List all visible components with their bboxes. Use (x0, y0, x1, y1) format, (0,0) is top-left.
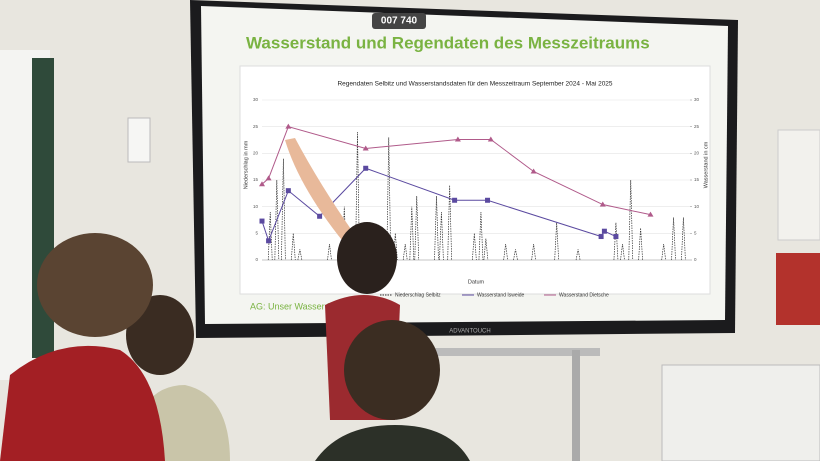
level-point (599, 201, 606, 207)
level-point (266, 238, 272, 244)
chart-title: Regendaten Selbitz und Wasserstandsdaten… (337, 81, 612, 88)
rain-spike (638, 227, 643, 261)
level-point (454, 136, 461, 142)
girl-hair (337, 222, 397, 294)
x-label: Datum (468, 279, 485, 285)
rain-spike (290, 233, 296, 261)
rain-spike (513, 249, 518, 261)
y2-tick-label: 30 (694, 97, 700, 102)
level-point (598, 234, 604, 240)
rain-spike (472, 233, 477, 261)
chart: 0 5 10 15 20 25 30 0 5 10 15 20 25 30 Niederschlag Sel… (253, 97, 700, 298)
sink (661, 364, 820, 461)
rain-spike (620, 243, 625, 261)
level-point (485, 197, 491, 203)
y-tick-label: 0 (255, 257, 258, 262)
rain-spike (274, 179, 280, 261)
y-tick-label: 15 (253, 177, 259, 182)
stand-bar (420, 348, 600, 356)
level-point (317, 213, 323, 219)
boy1-hair (37, 233, 153, 337)
level-point (363, 165, 369, 171)
stand-leg (572, 350, 580, 461)
rain-spike (281, 158, 286, 261)
dispenser (777, 129, 820, 241)
level-point (285, 123, 292, 129)
y2-label: Wasserstand in cm (703, 141, 709, 188)
rain-spike (671, 217, 676, 261)
rain-spike (503, 243, 508, 261)
level-point (285, 188, 291, 194)
rain-spike (681, 217, 686, 261)
level-point (487, 136, 494, 142)
rain-spike (439, 211, 444, 261)
level-point (452, 197, 458, 203)
brand: ADVANTOUCH (449, 329, 490, 335)
red-box (776, 253, 820, 325)
y2-tick-label: 20 (694, 151, 700, 156)
level-line (261, 167, 617, 243)
level-point (647, 211, 654, 217)
rain-spike (661, 243, 667, 261)
level-point (259, 181, 265, 187)
level-point (601, 228, 607, 234)
boy1-jersey (0, 345, 165, 461)
y-tick-label: 10 (253, 204, 259, 209)
level-point (259, 218, 265, 224)
legend-label: Niederschlag Selbitz (395, 292, 441, 298)
boy-hair (344, 320, 440, 420)
y2-tick-label: 10 (694, 204, 700, 209)
badge: 007 740 (381, 16, 418, 27)
people (0, 138, 470, 461)
rain-spike (575, 249, 581, 261)
level-point (530, 168, 537, 174)
boy2-hair (126, 295, 194, 375)
rain-spike (531, 243, 536, 261)
y-tick-label: 25 (253, 124, 259, 129)
badge-box (372, 13, 426, 29)
socket (127, 117, 151, 163)
rain-spike (434, 195, 439, 261)
slide-title: Wasserstand und Regendaten des Messzeitr… (246, 33, 650, 52)
level-point (265, 175, 272, 181)
rain-spike (355, 131, 360, 261)
y2-tick-label: 15 (694, 177, 700, 182)
footer: AG: Unser Wasser im (250, 301, 337, 311)
y-label: Niederschlag in mm (243, 140, 249, 189)
rain-spike (478, 211, 484, 261)
boy-shirt (315, 425, 470, 461)
y-tick-label: 30 (253, 97, 259, 102)
rain-spike (628, 179, 634, 261)
rain-spike (402, 243, 408, 261)
y-tick-label: 5 (255, 231, 258, 236)
rain-spike (414, 195, 420, 261)
rain-spike (267, 211, 273, 261)
y2-tick-label: 5 (694, 231, 697, 236)
y2-tick-label: 0 (694, 257, 697, 262)
legend-label: Wasserstand Isweide (477, 292, 525, 298)
rain-spike (386, 137, 392, 261)
rain-spike (297, 249, 303, 261)
level-point (613, 234, 619, 240)
level-point (362, 145, 369, 151)
rain-spike (483, 238, 489, 261)
arm (285, 138, 355, 250)
y2-tick-label: 25 (694, 124, 700, 129)
legend-label: Wasserstand Dietsche (559, 292, 609, 298)
rain-spike (327, 243, 332, 261)
rain-spike (409, 206, 415, 261)
y-tick-label: 20 (253, 151, 259, 156)
